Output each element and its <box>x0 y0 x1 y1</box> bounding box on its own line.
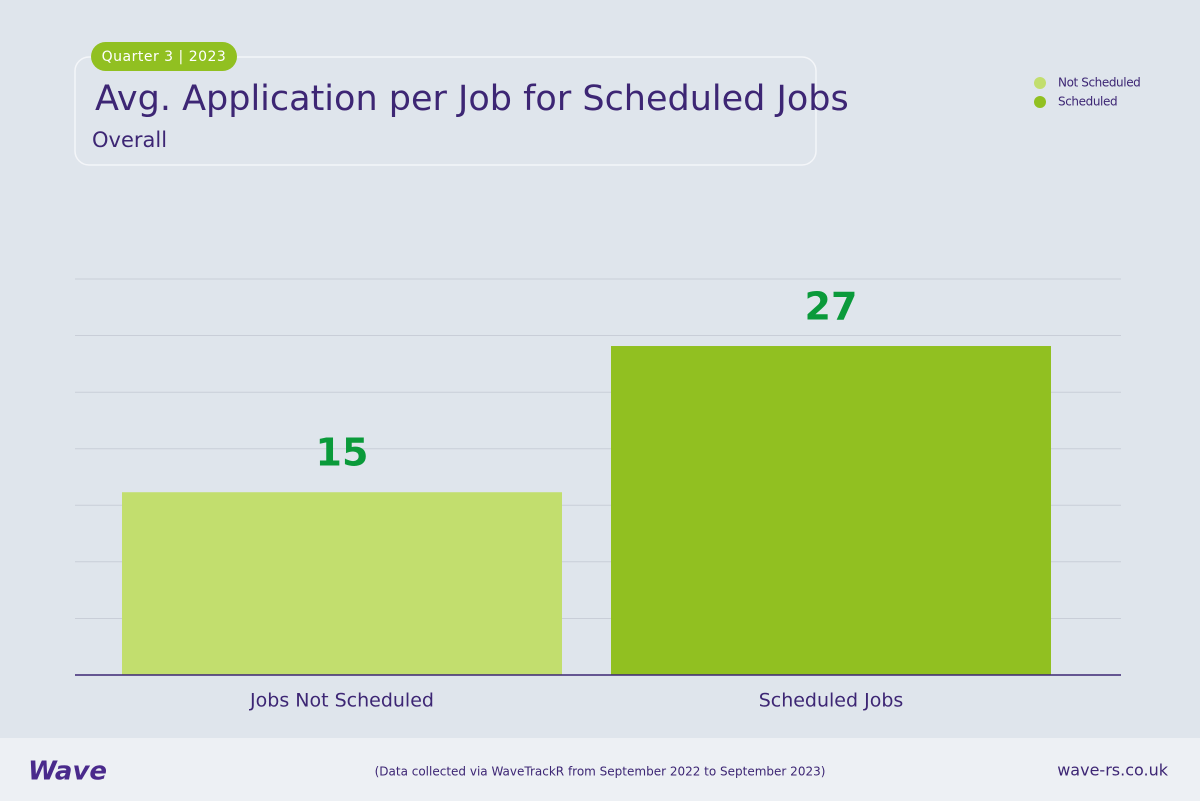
chart-subtitle: Overall <box>92 128 167 152</box>
title-box <box>74 56 817 166</box>
chart-title: Avg. Application per Job for Scheduled J… <box>95 79 849 119</box>
legend-swatch <box>1034 77 1046 89</box>
x-tick-label: Jobs Not Scheduled <box>249 690 434 712</box>
badge-text: Quarter 3 | 2023 <box>102 49 227 65</box>
bar <box>122 492 562 675</box>
footer <box>0 738 1200 801</box>
footer-url: wave-rs.co.uk <box>1057 761 1169 780</box>
x-tick-label: Scheduled Jobs <box>759 690 904 712</box>
value-label: 15 <box>316 431 369 475</box>
legend-swatch <box>1034 96 1046 108</box>
value-label: 27 <box>805 285 858 329</box>
legend-label: Not Scheduled <box>1058 76 1140 90</box>
badge <box>91 42 237 71</box>
legend-label: Scheduled <box>1058 95 1117 109</box>
logo: Wave <box>28 757 107 787</box>
bar <box>611 346 1051 675</box>
footer-note: (Data collected via WaveTrackR from Sept… <box>375 765 826 779</box>
